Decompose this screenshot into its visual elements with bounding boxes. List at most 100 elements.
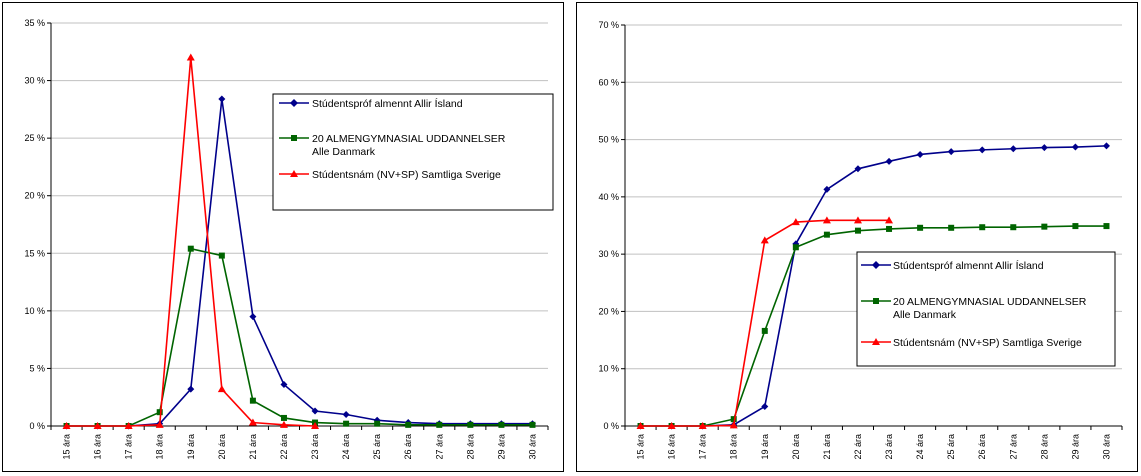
chart-right: 0 % 10 % 20 % 30 % 40 % 50 % 60 % 70 % 15 ára 16 … [576,2,1138,472]
y-tick-label: 25 % [24,133,45,143]
x-tick-label: 19 ára [186,434,196,460]
data-point-iceland [1040,144,1048,152]
legend-label-sweden: Stúdentsnám (NV+SP) Samtliga Sverige [312,169,501,181]
data-point-iceland [885,157,893,165]
x-tick-label: 25 ára [372,434,382,460]
data-point-denmark [1103,223,1110,230]
data-point-sweden [729,421,738,429]
series-line-denmark [640,225,1107,427]
legend-marker-iceland [872,261,880,269]
y-tick-label: 35 % [24,18,45,28]
x-tick-label: 26 ára [403,434,413,460]
y-tick-label: 60 % [598,77,619,87]
data-point-denmark [467,421,474,428]
data-point-sweden [791,218,800,226]
data-point-iceland [947,148,955,156]
x-tick-label: 23 ára [310,434,320,460]
x-tick-label: 26 ára [977,434,987,460]
data-point-sweden [217,385,226,393]
x-tick-label: 23 ára [884,434,894,460]
data-point-denmark [405,421,412,428]
x-tick-label: 22 ára [279,434,289,460]
y-tick-label: 20 % [24,191,45,201]
x-tick-label: 21 ára [822,434,832,460]
data-point-sweden [155,420,164,428]
y-tick-label: 15 % [24,248,45,258]
y-tick-label: 30 % [598,249,619,259]
data-point-sweden [93,422,102,429]
data-point-iceland [761,403,769,411]
data-point-sweden [698,422,707,429]
data-point-denmark [823,231,830,238]
data-point-denmark [280,414,287,421]
legend-label-denmark-2: Alle Danmark [312,146,376,158]
data-point-denmark [730,416,737,423]
data-point-denmark [854,227,861,234]
y-tick-label: 5 % [29,363,45,373]
legend-box [856,251,1116,367]
data-point-sweden [760,236,769,244]
data-point-iceland [1071,143,1079,151]
x-tick-label: 18 ára [729,434,739,460]
y-tick-label: 50 % [598,135,619,145]
data-point-sweden [667,422,676,429]
data-point-sweden [822,216,831,224]
legend-label-denmark-1: 20 ALMENGYMNASIAL UDDANNELSER [312,133,506,145]
x-tick-label: 24 ára [341,434,351,460]
x-tick-label: 20 ára [791,434,801,460]
y-tick-label: 10 % [598,364,619,374]
series-line-sweden [640,219,890,427]
x-tick-label: 15 ára [62,434,72,460]
grid [51,22,548,427]
x-tick-label: 29 ára [496,434,506,460]
x-tick-label: 17 ára [698,434,708,460]
data-point-denmark [343,420,350,427]
data-point-iceland [218,95,226,103]
data-point-denmark [156,409,163,416]
data-point-iceland [916,150,924,158]
x-tick-label: 25 ára [946,434,956,460]
legend-marker-sweden [290,170,298,177]
x-tick-label: 30 ára [1101,434,1111,460]
legend-label-iceland: Stúdentspróf almennt Allir Ísland [893,259,1044,272]
x-tick-label: 28 ára [465,434,475,460]
axes: 0 % 10 % 20 % 30 % 40 % 50 % 60 % 70 % 15 ára 16 … [598,20,1123,460]
legend-marker-denmark [291,135,297,141]
x-tick-label: 27 ára [1008,434,1018,460]
x-tick-label: 15 ára [636,434,646,460]
y-tick-label: 0 % [29,421,45,431]
data-point-sweden [279,420,288,428]
x-tick-label: 28 ára [1039,434,1049,460]
data-point-sweden [311,422,320,429]
data-point-denmark [917,224,924,231]
legend-label-iceland: Stúdentspróf almennt Allir Ísland [312,97,463,110]
x-tick-label: 16 ára [667,434,677,460]
data-point-denmark [761,327,768,334]
data-point-denmark [1072,223,1079,230]
x-tick-label: 30 ára [527,434,537,460]
x-tick-label: 17 ára [124,434,134,460]
chart-left: 0 % 5 % 10 % 15 % 20 % 25 % 30 % 35 % 15 ára 16 á… [2,2,564,472]
legend-label-denmark-2: Alle Danmark [893,309,957,321]
data-point-denmark [187,245,194,252]
data-point-iceland [978,146,986,154]
data-point-iceland [311,407,319,415]
x-tick-label: 22 ára [853,434,863,460]
legend-label-sweden: Stúdentsnám (NV+SP) Samtliga Sverige [893,337,1082,349]
legend-marker-sweden [872,338,880,345]
data-point-denmark [529,421,536,428]
data-point-iceland [187,385,195,393]
data-point-denmark [1041,223,1048,230]
data-point-sweden [186,53,195,61]
x-tick-label: 27 ára [434,434,444,460]
data-point-denmark [948,224,955,231]
x-tick-label: 18 ára [155,434,165,460]
data-point-denmark [218,252,225,259]
legend: Stúdentspróf almennt Allir Ísland 20 ALM… [272,93,554,211]
data-point-denmark [374,420,381,427]
data-point-iceland [1009,145,1017,153]
data-point-iceland [1102,142,1110,150]
axes: 0 % 5 % 10 % 15 % 20 % 25 % 30 % 35 % 15 ára 16 á… [24,18,549,460]
y-tick-label: 70 % [598,20,619,30]
legend-label-denmark-1: 20 ALMENGYMNASIAL UDDANNELSER [893,296,1087,308]
